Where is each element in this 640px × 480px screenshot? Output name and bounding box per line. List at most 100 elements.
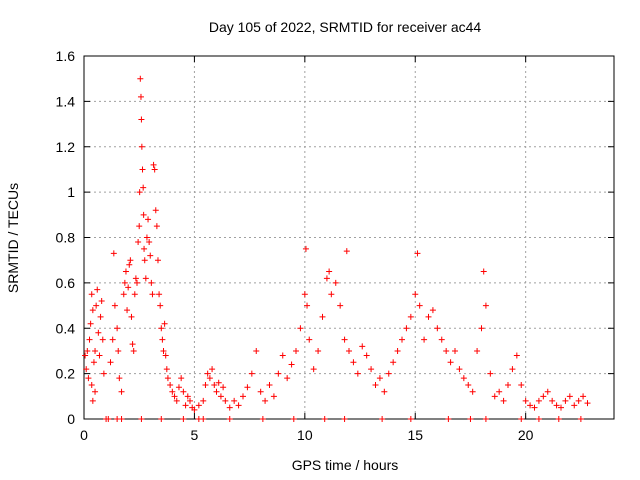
data-point: [341, 336, 348, 343]
data-point: [116, 375, 123, 382]
data-point: [290, 416, 297, 422]
data-point: [97, 313, 104, 320]
data-point: [94, 286, 101, 293]
data-point: [443, 347, 450, 354]
data-point: [162, 352, 169, 359]
data-point: [421, 336, 428, 343]
data-point: [343, 248, 350, 255]
data-point: [535, 416, 542, 422]
data-point: [182, 402, 189, 409]
data-point: [132, 275, 139, 282]
y-tick-label: 0: [67, 411, 75, 427]
data-point: [240, 393, 246, 400]
data-point: [180, 416, 187, 422]
data-point: [270, 393, 277, 400]
chart-title: Day 105 of 2022, SRMTID for receiver ac4…: [209, 19, 482, 35]
data-point: [381, 388, 388, 395]
data-point: [279, 352, 286, 359]
data-point: [323, 275, 330, 282]
y-tick-label: 1.6: [56, 48, 76, 64]
data-point: [151, 166, 158, 173]
data-point: [399, 336, 405, 343]
data-point: [152, 207, 159, 214]
data-point: [92, 388, 99, 395]
data-point: [262, 397, 269, 404]
data-point: [140, 211, 147, 218]
data-point: [527, 402, 534, 409]
x-tick-label: 5: [191, 427, 199, 443]
data-point: [136, 223, 143, 230]
data-point: [115, 347, 122, 354]
data-point: [580, 393, 587, 400]
data-point: [138, 116, 145, 123]
data-point: [136, 189, 143, 196]
data-point: [107, 359, 114, 366]
data-point: [120, 291, 127, 298]
data-point: [159, 336, 166, 343]
data-point: [217, 393, 224, 400]
data-point: [211, 381, 218, 388]
data-point: [157, 302, 164, 309]
data-point: [110, 250, 117, 257]
data-point: [137, 93, 144, 100]
data-point: [161, 320, 168, 327]
y-axis-label: SRMTID / TECUs: [5, 183, 21, 293]
axis-ticks: 0 5 10 15 20 0 0.2 0.4 0.6 0.8 1 1.2 1.4 1.6: [56, 48, 614, 443]
x-axis-label: GPS time / hours: [292, 457, 399, 473]
y-tick-label: 1: [67, 184, 75, 200]
data-point: [111, 302, 118, 309]
data-point: [129, 341, 136, 348]
data-point: [518, 416, 525, 422]
data-point: [99, 336, 106, 343]
data-point: [215, 379, 222, 386]
data-point: [147, 252, 154, 259]
data-point: [88, 381, 95, 388]
data-point: [135, 239, 142, 246]
data-point: [465, 381, 472, 388]
data-point: [531, 404, 538, 411]
data-point: [257, 388, 264, 395]
data-point: [359, 343, 366, 350]
data-point: [98, 298, 105, 305]
data-point: [213, 388, 220, 395]
data-point: [84, 347, 91, 354]
data-point: [202, 381, 209, 388]
data-point: [350, 359, 357, 366]
data-point: [226, 404, 233, 411]
data-point: [163, 366, 170, 373]
data-point: [379, 416, 386, 422]
data-point: [452, 347, 458, 354]
data-point: [376, 375, 383, 382]
data-point: [93, 302, 100, 309]
data-point: [346, 347, 352, 354]
data-point: [200, 416, 207, 422]
y-tick-label: 1.2: [56, 139, 76, 155]
data-point: [154, 257, 161, 264]
data-point: [535, 397, 542, 404]
data-point: [109, 336, 116, 343]
data-point: [429, 307, 436, 314]
data-point: [403, 325, 410, 332]
data-point: [522, 397, 529, 404]
data-point: [456, 366, 463, 373]
data-point: [467, 416, 474, 422]
data-point: [491, 393, 498, 400]
data-point: [544, 388, 551, 395]
data-point: [82, 352, 89, 359]
data-point: [121, 279, 128, 286]
data-point: [141, 245, 148, 252]
data-point: [167, 381, 174, 388]
data-point: [140, 184, 147, 191]
y-tick-label: 1.4: [56, 93, 76, 109]
data-point: [206, 375, 213, 382]
data-point: [231, 397, 238, 404]
data-point: [105, 416, 112, 422]
data-point: [306, 336, 313, 343]
x-tick-label: 10: [297, 427, 313, 443]
data-point: [558, 404, 564, 411]
data-point: [577, 416, 584, 422]
data-point: [509, 366, 516, 373]
data-point: [164, 375, 171, 382]
